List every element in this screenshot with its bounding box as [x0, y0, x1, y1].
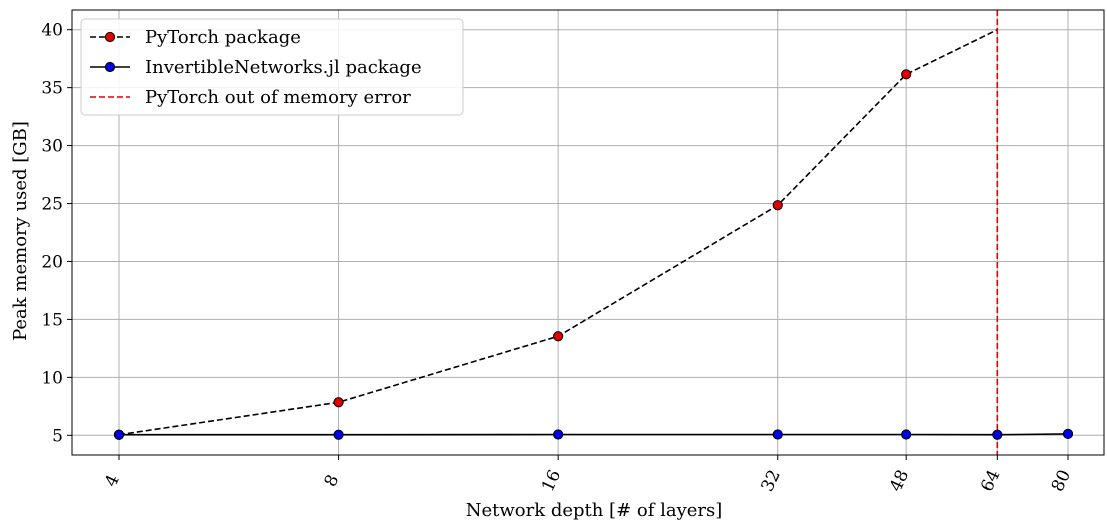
- data-point-series-1: [334, 430, 343, 439]
- data-point-series-1: [993, 430, 1002, 439]
- plot-markers: [114, 70, 1072, 440]
- data-point-series-0: [902, 70, 911, 79]
- data-point-series-0: [554, 332, 563, 341]
- x-tick-label: 4: [101, 472, 124, 490]
- data-point-series-1: [902, 430, 911, 439]
- y-tick-label: 30: [41, 137, 63, 157]
- y-tick-label: 25: [41, 195, 63, 215]
- x-tick-label: 16: [538, 467, 565, 495]
- legend-label-pytorch: PyTorch package: [145, 27, 301, 48]
- y-axis-ticks: 5 10 15 20 25 30 35 40: [41, 21, 72, 447]
- x-tick-label: 64: [977, 467, 1004, 495]
- x-tick-label: 8: [321, 472, 344, 490]
- legend-marker-blue: [105, 62, 114, 71]
- data-point-series-0: [334, 398, 343, 407]
- legend: PyTorch package InvertibleNetworks.jl pa…: [81, 19, 463, 115]
- legend-marker-red: [105, 32, 114, 41]
- y-tick-label: 15: [41, 310, 63, 330]
- series-line-1: [119, 434, 1068, 435]
- data-point-series-1: [773, 430, 782, 439]
- x-axis-ticks: 4 8 16 32 48 64 80: [101, 455, 1075, 495]
- data-point-series-1: [114, 430, 123, 439]
- x-axis-label: Network depth [# of layers]: [466, 500, 723, 521]
- y-tick-label: 35: [41, 79, 63, 99]
- data-point-series-0: [773, 201, 782, 210]
- y-tick-label: 5: [52, 426, 63, 446]
- legend-label-invertiblenetworks: InvertibleNetworks.jl package: [145, 57, 422, 78]
- y-tick-label: 20: [41, 252, 63, 272]
- x-tick-label: 32: [758, 467, 785, 495]
- data-point-series-1: [1063, 429, 1072, 438]
- y-axis-label: Peak memory used [GB]: [10, 121, 31, 341]
- x-tick-label: 80: [1048, 467, 1075, 495]
- y-tick-label: 10: [41, 368, 63, 388]
- x-tick-label: 48: [886, 467, 913, 495]
- y-tick-label: 40: [41, 21, 63, 41]
- legend-label-oom: PyTorch out of memory error: [145, 87, 411, 108]
- data-point-series-1: [554, 430, 563, 439]
